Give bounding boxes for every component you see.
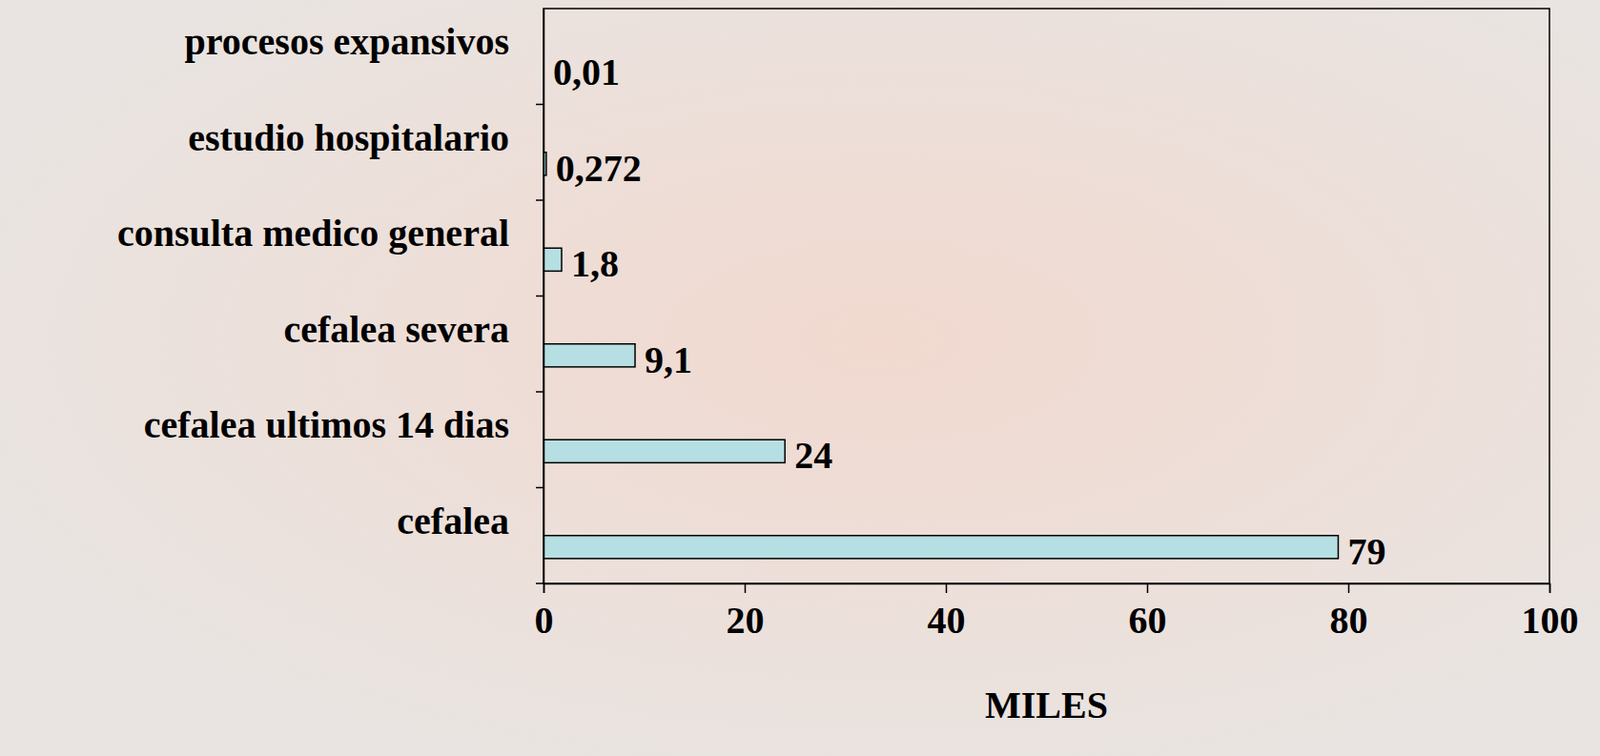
x-tick-label: 100 [1521, 598, 1580, 642]
x-tick: 80 [1330, 583, 1369, 642]
x-tick: 40 [927, 583, 966, 642]
band-divider [535, 199, 544, 202]
y-tick: consulta medico general [117, 211, 544, 255]
y-tick: estudio hospitalario [187, 116, 544, 160]
band-divider [535, 295, 544, 298]
y-tick: cefalea severa [283, 307, 544, 351]
x-tick-label: 0 [534, 598, 554, 642]
x-axis-line [544, 584, 1551, 595]
band-divider [535, 390, 544, 393]
band-divider [535, 103, 544, 106]
x-tick-mark [1549, 583, 1552, 594]
category-label: cefalea [396, 499, 510, 543]
y-tick: cefalea ultimos 14 dias [143, 403, 544, 447]
plot: 0 20 40 60 80 100 procesos expansivos estudio h… [117, 8, 1580, 642]
x-tick-label: 40 [927, 598, 966, 642]
x-tick-mark [744, 583, 747, 594]
category-label: cefalea ultimos 14 dias [143, 403, 510, 447]
bars [543, 56, 1338, 559]
y-tick: cefalea [396, 499, 544, 543]
category-label: cefalea severa [283, 307, 510, 351]
y-axis: procesos expansivos estudio hospitalario c… [117, 9, 545, 585]
y-axis-line [543, 9, 546, 585]
x-tick: 0 [534, 583, 554, 642]
bar [543, 247, 562, 271]
category-label: procesos expansivos [184, 20, 510, 63]
x-tick-label: 20 [726, 598, 765, 642]
bar [543, 535, 1338, 559]
data-label: 9,1 [644, 338, 693, 382]
x-tick: 60 [1128, 583, 1168, 642]
data-label: 24 [794, 433, 833, 477]
data-label: 1,8 [571, 242, 619, 286]
band-divider [535, 487, 544, 490]
x-tick-label: 80 [1330, 598, 1369, 642]
x-tick: 20 [726, 583, 765, 642]
data-labels: 0,01 0,272 1,8 9,1 24 79 [553, 50, 1386, 574]
category-label: estudio hospitalario [187, 116, 510, 160]
band-divider [535, 582, 544, 585]
x-tick-mark [945, 583, 948, 594]
data-label: 79 [1347, 530, 1386, 574]
data-label: 0,01 [553, 50, 620, 94]
bar [543, 439, 785, 463]
x-axis-title: MILES [984, 683, 1108, 727]
x-tick: 100 [1521, 583, 1580, 642]
x-axis: 0 20 40 60 80 100 [534, 583, 1580, 642]
x-tick-mark [1348, 583, 1351, 594]
y-tick: procesos expansivos [184, 20, 544, 63]
background [0, 0, 1600, 756]
x-tick-mark [1147, 583, 1149, 594]
data-label: 0,272 [555, 146, 642, 190]
plot-frame [543, 8, 1550, 584]
band-dividers [535, 104, 544, 585]
chart: 0 20 40 60 80 100 procesos expansivos estudio h… [0, 0, 1600, 756]
x-tick-mark [543, 583, 546, 594]
bar [543, 344, 636, 368]
x-tick-label: 60 [1128, 598, 1168, 642]
category-label: consulta medico general [117, 211, 510, 255]
